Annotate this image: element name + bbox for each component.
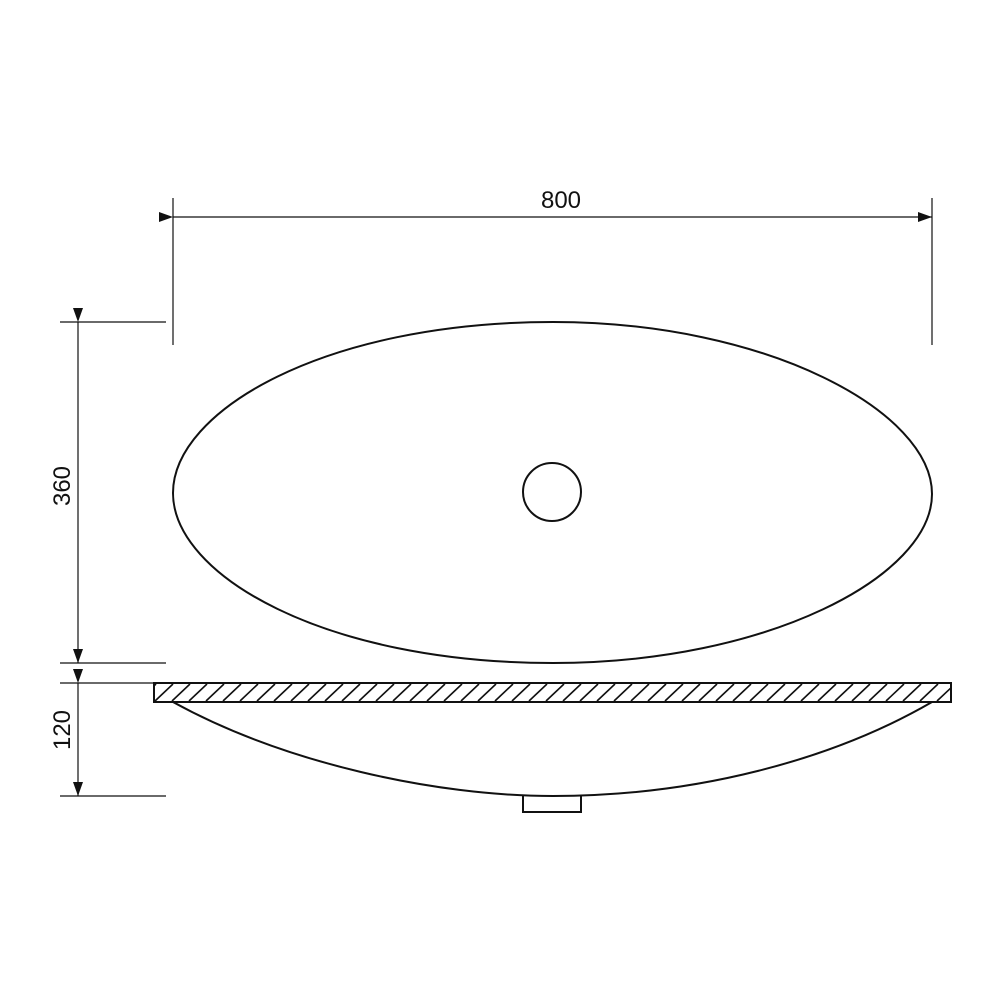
hatch-line bbox=[171, 683, 191, 702]
hatch-line bbox=[188, 683, 208, 702]
width-label: 360 bbox=[49, 466, 76, 506]
hatch-line bbox=[341, 683, 361, 702]
hatch-line bbox=[324, 683, 344, 702]
hatch-line bbox=[783, 683, 803, 702]
hatch-line bbox=[426, 683, 446, 702]
hatch-line bbox=[715, 683, 735, 702]
hatch-line bbox=[834, 683, 854, 702]
hatch-line bbox=[749, 683, 769, 702]
hatch-line bbox=[919, 683, 939, 702]
drain-outlet bbox=[522, 796, 582, 813]
hatch-line bbox=[545, 683, 565, 702]
hatch-line bbox=[494, 683, 514, 702]
basin-top-outline bbox=[171, 320, 934, 665]
hatch-line bbox=[290, 683, 310, 702]
hatch-line bbox=[307, 683, 327, 702]
hatch-line bbox=[664, 683, 684, 702]
hatch-line bbox=[851, 683, 871, 702]
hatch-line bbox=[613, 683, 633, 702]
hatch-line bbox=[902, 683, 922, 702]
hatch-line bbox=[239, 683, 259, 702]
hatch-line bbox=[868, 683, 888, 702]
hatch-line bbox=[273, 683, 293, 702]
hatch-line bbox=[153, 683, 157, 687]
hatch-line bbox=[732, 683, 752, 702]
hatch-line bbox=[392, 683, 412, 702]
hatch-line bbox=[511, 683, 531, 702]
hatch-line bbox=[205, 683, 225, 702]
hatch-line bbox=[256, 683, 276, 702]
hatch-line bbox=[409, 683, 429, 702]
hatch-line bbox=[562, 683, 582, 702]
length-label: 800 bbox=[541, 187, 581, 214]
hatch-line bbox=[766, 683, 786, 702]
hatch-line bbox=[477, 683, 497, 702]
hatch-line bbox=[154, 683, 174, 702]
hatch-line bbox=[528, 683, 548, 702]
height-label: 120 bbox=[49, 710, 76, 750]
hatch-line bbox=[579, 683, 599, 702]
section-hatching bbox=[153, 683, 952, 702]
hatch-line bbox=[885, 683, 905, 702]
hatch-line bbox=[375, 683, 395, 702]
hatch-line bbox=[800, 683, 820, 702]
hatch-line bbox=[681, 683, 701, 702]
hatch-line bbox=[358, 683, 378, 702]
hatch-line bbox=[596, 683, 616, 702]
hatch-line bbox=[460, 683, 480, 702]
hatch-line bbox=[936, 687, 952, 702]
hatch-line bbox=[698, 683, 718, 702]
hatch-line bbox=[630, 683, 650, 702]
hatch-line bbox=[817, 683, 837, 702]
hatch-line bbox=[443, 683, 463, 702]
hatch-line bbox=[647, 683, 667, 702]
drain-hole bbox=[522, 462, 582, 522]
basin-side-profile bbox=[172, 701, 933, 798]
countertop-section bbox=[153, 682, 952, 703]
hatch-line bbox=[222, 683, 242, 702]
